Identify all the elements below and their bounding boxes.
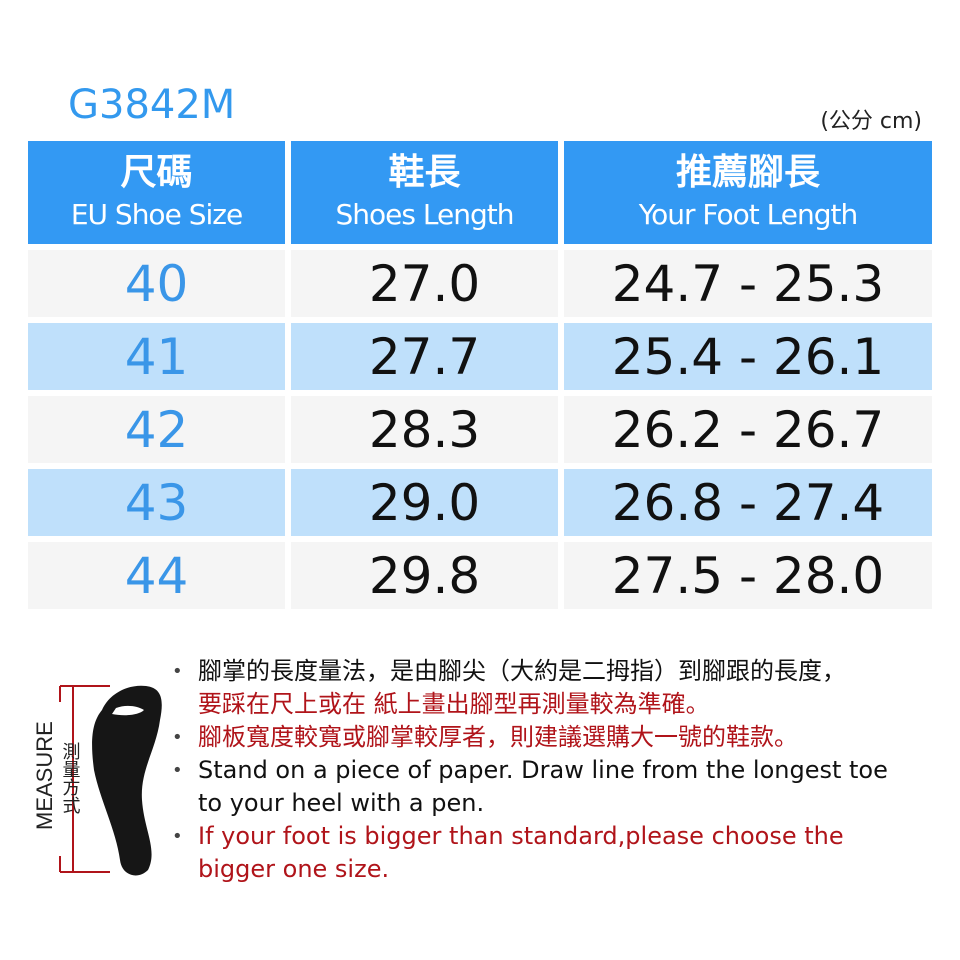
cell-foot: 26.8 - 27.4 (564, 469, 932, 536)
header-zh: 鞋長 (388, 151, 461, 193)
note-line: to your heel with a pen. (198, 789, 485, 817)
header-en: Your Foot Length (638, 197, 859, 231)
note-item: 要踩在尺上或在 紙上畫出腳型再測量較為準確。 (172, 688, 932, 721)
model-title: G3842M (68, 82, 236, 128)
header-zh: 尺碼 (120, 151, 193, 193)
cell-length: 28.3 (291, 396, 558, 463)
unit-label: (公分 cm) (820, 109, 922, 134)
cell-size: 42 (28, 396, 285, 463)
note-item: 腳板寬度較寬或腳掌較厚者，則建議選購大一號的鞋款。 (172, 721, 932, 754)
cell-size: 41 (28, 323, 285, 390)
cell-length: 29.0 (291, 469, 558, 536)
header-foot: 推薦腳長 Your Foot Length (564, 141, 932, 244)
cell-size: 40 (28, 250, 285, 317)
header-en: EU Shoe Size (70, 197, 243, 231)
header-length: 鞋長 Shoes Length (291, 141, 558, 244)
size-table: 尺碼 EU Shoe Size 鞋長 Shoes Length 推薦腳長 Your F… (28, 141, 932, 615)
note-line: 腳掌的長度量法，是由腳尖（大約是二拇指）到腳跟的長度， (198, 657, 846, 685)
measure-graphic: MEASURE 測量方式 (32, 685, 162, 876)
cell-foot: 24.7 - 25.3 (564, 250, 932, 317)
note-line: 要踩在尺上或在 紙上畫出腳型再測量較為準確。 (198, 690, 710, 718)
notes-list: 腳掌的長度量法，是由腳尖（大約是二拇指）到腳跟的長度， 要踩在尺上或在 紙上畫出腳… (172, 655, 932, 886)
header-size: 尺碼 EU Shoe Size (28, 141, 285, 244)
cell-foot: 27.5 - 28.0 (564, 542, 932, 609)
ruler-icon (59, 685, 110, 873)
foot-icon (92, 685, 162, 876)
measure-zh: 測量方式 (60, 742, 81, 814)
note-item: 腳掌的長度量法，是由腳尖（大約是二拇指）到腳跟的長度， (172, 655, 932, 688)
cell-size: 44 (28, 542, 285, 609)
header-en: Shoes Length (335, 197, 515, 231)
note-item: Stand on a piece of paper. Draw line fro… (172, 754, 932, 820)
note-line: 腳板寬度較寬或腳掌較厚者，則建議選購大一號的鞋款。 (198, 723, 798, 751)
cell-length: 27.0 (291, 250, 558, 317)
cell-length: 27.7 (291, 323, 558, 390)
cell-length: 29.8 (291, 542, 558, 609)
note-item: If your foot is bigger than standard,ple… (172, 820, 932, 886)
measure-en: MEASURE (32, 721, 57, 830)
note-line: If your foot is bigger than standard,ple… (198, 822, 844, 850)
cell-foot: 25.4 - 26.1 (564, 323, 932, 390)
note-line: bigger one size. (198, 855, 390, 883)
header-zh: 推薦腳長 (675, 151, 820, 193)
note-line: Stand on a piece of paper. Draw line fro… (198, 756, 888, 784)
cell-foot: 26.2 - 26.7 (564, 396, 932, 463)
cell-size: 43 (28, 469, 285, 536)
